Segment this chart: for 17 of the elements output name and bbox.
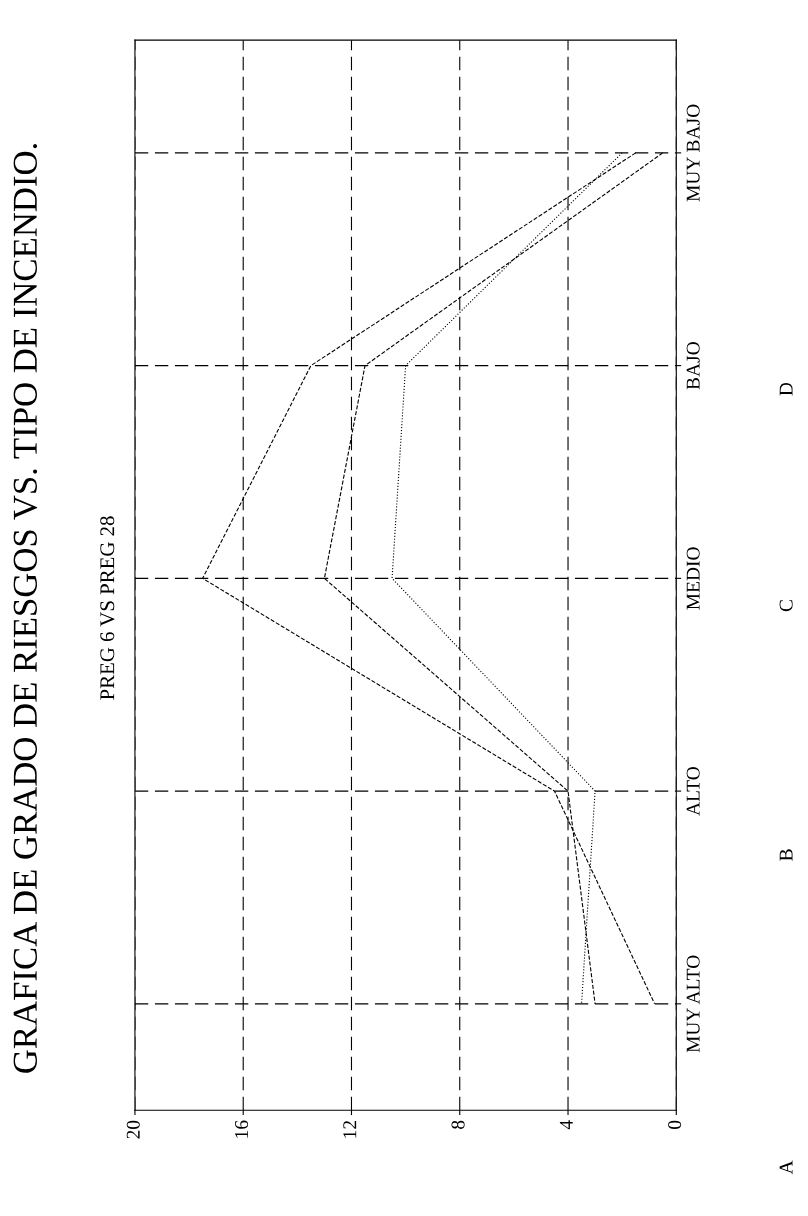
- y-tick-label: MUY BAJO: [686, 104, 700, 202]
- y-tick-label: BAJO: [686, 342, 700, 390]
- y-tick-label: MUY ALTO: [686, 955, 700, 1053]
- x-tick-label: 0: [668, 1120, 682, 1129]
- text: C: [779, 600, 793, 612]
- text: B: [779, 849, 793, 861]
- text: PREG 6 VS PREG 28: [100, 516, 115, 700]
- x-tick-label: 16: [235, 1120, 249, 1138]
- text: D: [779, 382, 793, 396]
- y-tick-label: MEDIO: [686, 547, 700, 610]
- text: GRAFICA DE GRADO DE RIESGOS VS. TIPO DE INCENDIO.: [13, 144, 38, 1073]
- x-tick-label: 4: [559, 1120, 573, 1130]
- x-tick-label: 12: [343, 1121, 357, 1138]
- x-tick-label: 20: [126, 1120, 140, 1139]
- text: A: [779, 1160, 793, 1175]
- y-tick-label: ALTO: [686, 767, 700, 816]
- x-tick-label: 8: [451, 1120, 465, 1129]
